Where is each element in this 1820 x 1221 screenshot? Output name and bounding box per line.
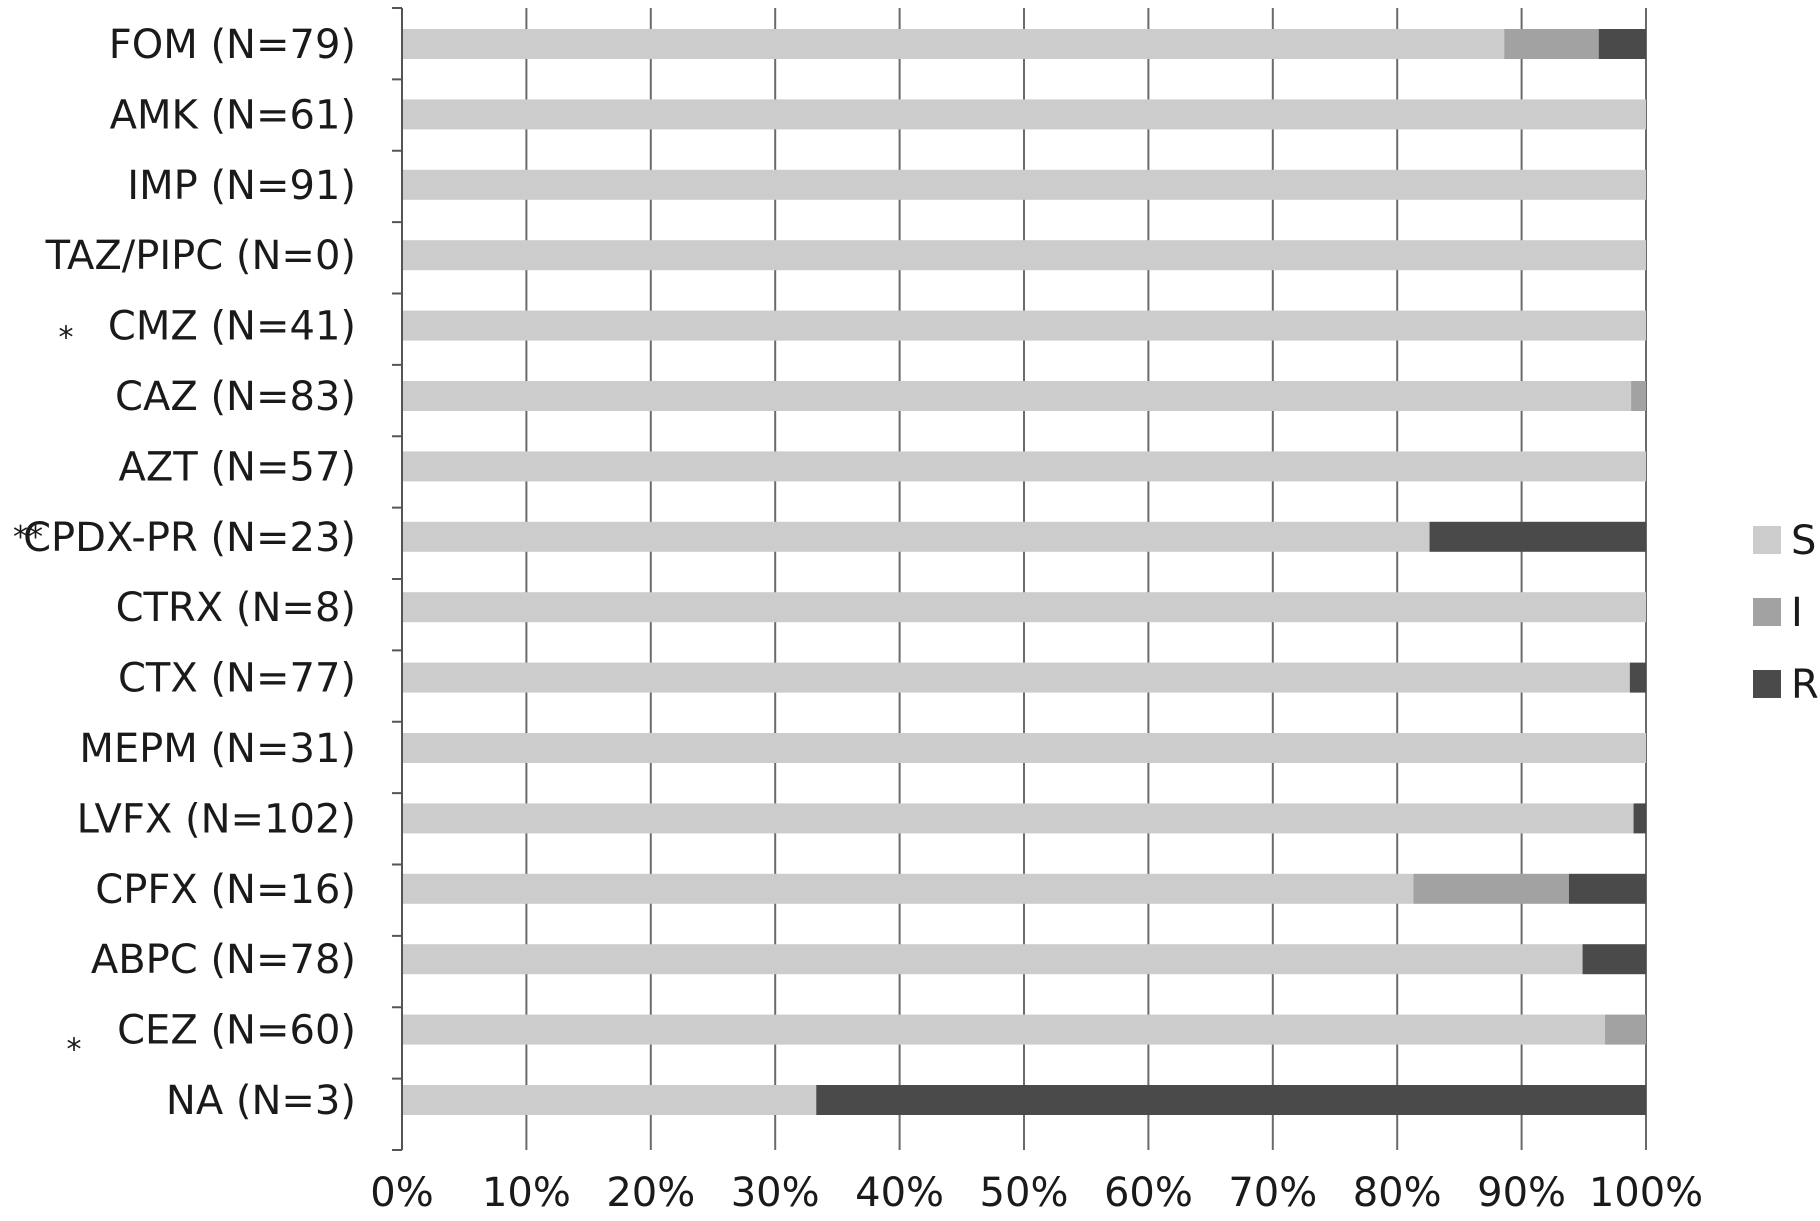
x-tick-label: 60% (1104, 1170, 1193, 1216)
bar-segment-s (402, 663, 1630, 693)
category-label: AMK (N=61) (110, 92, 356, 138)
x-tick-label: 40% (855, 1170, 944, 1216)
bar-segment-s (402, 29, 1504, 59)
bar-segment-r (1430, 522, 1646, 552)
bar-segment-s (402, 592, 1646, 622)
bar-segment-s (402, 1085, 816, 1115)
bar-segment-r (1599, 29, 1646, 59)
bar-segment-s (402, 170, 1646, 200)
category-label: AZT (N=57) (119, 444, 356, 490)
category-label: CEZ (N=60) (117, 1008, 356, 1054)
category-label: LVFX (N=102) (77, 796, 356, 842)
bar-segment-r (816, 1085, 1646, 1115)
category-label: TAZ/PIPC (N=0) (45, 233, 356, 279)
y-axis (392, 8, 402, 1150)
bar-segment-r (1634, 803, 1646, 833)
bar-segment-r (1569, 874, 1646, 904)
significance-marker: ** (13, 520, 43, 555)
bar-segment-s (402, 311, 1646, 341)
bar-segment-s (402, 944, 1583, 974)
bar-segment-s (402, 99, 1646, 129)
bar-segment-i (1631, 381, 1646, 411)
category-label: CPFX (N=16) (95, 867, 356, 913)
legend: SIR (1753, 518, 1819, 708)
category-label: CTRX (N=8) (116, 585, 356, 631)
bar-segment-s (402, 874, 1413, 904)
legend-label-r: R (1791, 662, 1819, 708)
category-label: MEPM (N=31) (79, 726, 356, 772)
category-label: NA (N=3) (166, 1078, 356, 1124)
legend-swatch-i (1753, 598, 1781, 626)
x-tick-label: 90% (1477, 1170, 1566, 1216)
category-label: FOM (N=79) (109, 22, 356, 68)
bar-segment-s (402, 240, 1646, 270)
bar-segment-i (1605, 1015, 1646, 1045)
legend-label-s: S (1791, 518, 1816, 564)
x-tick-labels: 0% 10% 20% 30% 40% 50% 60% 70% 80% 90% 100% (370, 1170, 1703, 1216)
category-label: CPDX-PR (N=23) (23, 515, 356, 561)
bar-segment-i (1413, 874, 1569, 904)
category-label: CTX (N=77) (118, 656, 356, 702)
x-tick-label: 10% (482, 1170, 571, 1216)
bar-segment-s (402, 522, 1430, 552)
bar-segment-r (1583, 944, 1646, 974)
category-label: CAZ (N=83) (115, 374, 356, 420)
significance-marker: * (59, 321, 74, 356)
x-tick-label: 30% (731, 1170, 820, 1216)
bar-segment-s (402, 451, 1646, 481)
bar-segment-r (1630, 663, 1646, 693)
x-tick-label: 50% (980, 1170, 1069, 1216)
legend-swatch-s (1753, 526, 1781, 554)
category-label: CMZ (N=41) (108, 304, 356, 350)
x-tick-label: 100% (1589, 1170, 1703, 1216)
legend-swatch-r (1753, 670, 1781, 698)
category-label: IMP (N=91) (127, 163, 356, 209)
legend-label-i: I (1791, 590, 1803, 636)
bar-segment-i (1504, 29, 1599, 59)
x-tick-label: 80% (1353, 1170, 1442, 1216)
bar-segment-s (402, 381, 1631, 411)
x-tick-label: 0% (370, 1170, 433, 1216)
category-labels: FOM (N=79) AMK (N=61) IMP (N=91) TAZ/PIPC (… (13, 22, 356, 1124)
significance-marker: * (67, 1033, 82, 1068)
bar-segment-s (402, 1015, 1605, 1045)
bar-segment-s (402, 803, 1634, 833)
category-label: ABPC (N=78) (91, 937, 356, 983)
x-tick-label: 20% (606, 1170, 695, 1216)
x-tick-label: 70% (1228, 1170, 1317, 1216)
bar-segment-s (402, 733, 1646, 763)
